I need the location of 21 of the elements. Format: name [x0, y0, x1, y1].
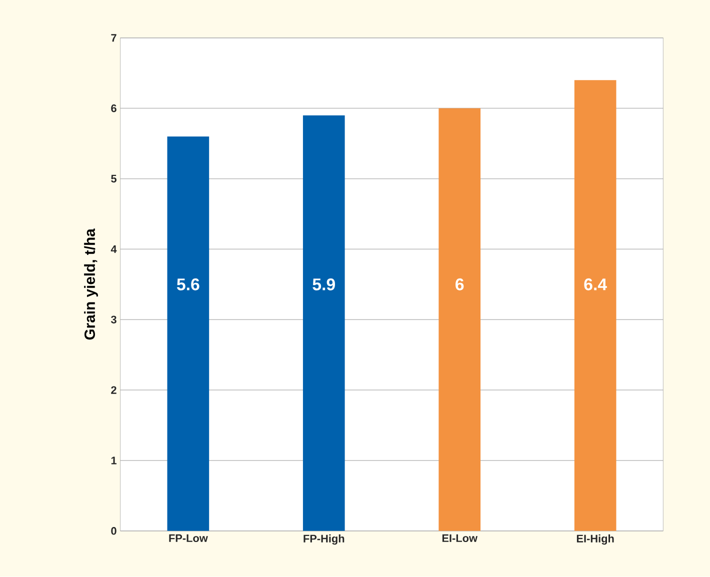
data-label: 5.6 — [176, 278, 200, 290]
x-tick-label: FP-Low — [169, 534, 208, 542]
bar — [302, 115, 345, 532]
y-tick-label: 2 — [111, 386, 116, 394]
data-label: 6.4 — [584, 278, 607, 290]
x-tick-label: EI-Low — [442, 534, 478, 542]
y-tick-label: 6 — [111, 104, 116, 112]
x-tick-label: EI-High — [576, 534, 614, 545]
y-tick-label: 0 — [111, 527, 116, 535]
y-tick-label: 4 — [110, 246, 117, 254]
bar — [438, 108, 481, 532]
bar — [574, 80, 616, 532]
y-axis-title: Grain yield, t/ha — [84, 228, 98, 340]
y-tick-label: 1 — [111, 456, 116, 464]
y-tick-label: 3 — [110, 316, 116, 324]
x-tick-label: FP-High — [304, 534, 344, 545]
data-label: 6 — [456, 278, 464, 290]
data-label: 5.9 — [312, 278, 335, 290]
bar — [167, 136, 210, 532]
y-tick-label: 5 — [111, 175, 116, 183]
y-tick-label: 7 — [111, 34, 116, 42]
